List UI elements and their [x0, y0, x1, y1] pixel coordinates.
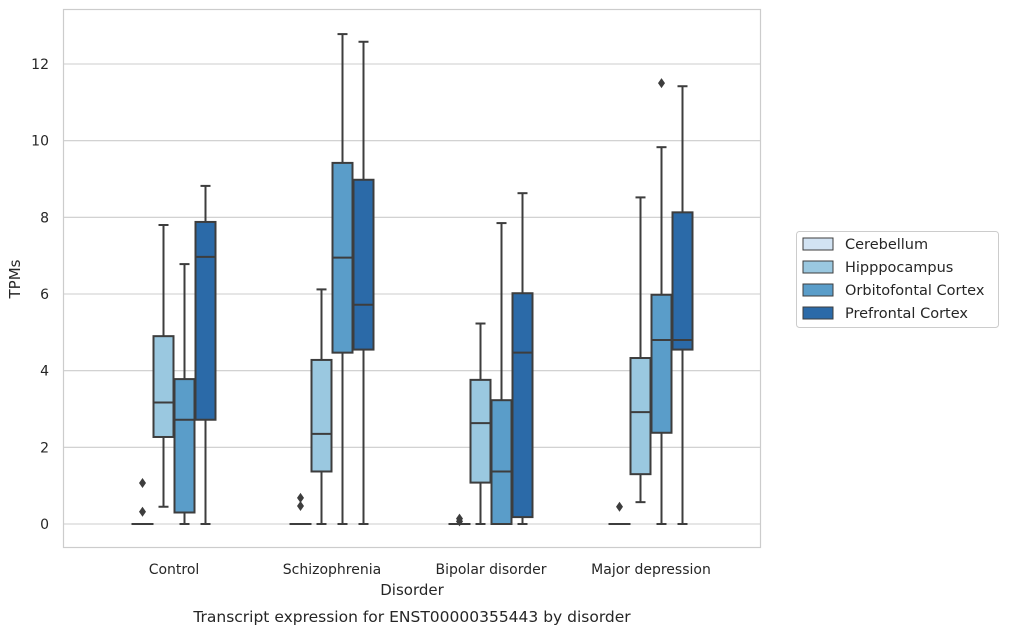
y-tick-label: 6: [40, 287, 49, 303]
outlier-point: [297, 500, 304, 511]
box-iqr: [352, 178, 375, 351]
box-iqr: [629, 357, 652, 476]
box-group: [671, 85, 694, 525]
box-group: [152, 224, 175, 508]
box-group: [511, 192, 534, 525]
box-iqr: [511, 292, 534, 519]
box-iqr: [490, 399, 513, 525]
y-tick-label: 2: [40, 440, 49, 456]
outlier-point: [658, 78, 665, 89]
figure-caption: Transcript expression for ENST0000035544…: [192, 608, 631, 626]
box-iqr: [650, 293, 673, 434]
y-tick-label: 10: [31, 134, 49, 150]
x-tick-label: Bipolar disorder: [435, 562, 546, 578]
x-tick-label: Major depression: [591, 562, 711, 578]
box-iqr: [194, 220, 217, 421]
box-group: [194, 184, 217, 525]
box-group: [448, 513, 471, 527]
y-axis-title: TPMs: [6, 259, 24, 299]
legend-swatch: [802, 237, 834, 251]
box-group: [173, 263, 196, 525]
box-group: [289, 492, 312, 526]
boxes-layer: [131, 33, 694, 527]
y-tick-label: 12: [31, 57, 49, 73]
box-iqr: [469, 378, 492, 484]
legend: Cerebellum Hipppocampus Orbitofontal Corte…: [796, 231, 999, 328]
box-group: [490, 222, 513, 525]
box-iqr: [173, 378, 196, 514]
box-iqr: [671, 211, 694, 351]
x-tick-label: Schizophrenia: [283, 562, 381, 578]
box-group: [331, 33, 354, 525]
y-tick-label: 8: [40, 210, 49, 226]
legend-swatch: [802, 260, 834, 274]
y-tick-label: 4: [40, 364, 49, 380]
box-group: [608, 501, 631, 526]
y-tick-label: 0: [40, 517, 49, 533]
x-tick-label: Control: [149, 562, 200, 578]
legend-label: Hipppocampus: [845, 260, 953, 276]
box-group: [629, 196, 652, 504]
y-tick-labels: 0 2 4 6 8 10 12: [31, 57, 49, 533]
box-iqr: [152, 335, 175, 438]
legend-label: Orbitofontal Cortex: [845, 283, 985, 299]
legend-frame: [796, 231, 999, 328]
outlier-point: [139, 506, 146, 517]
x-tick-labels: Control Schizophrenia Bipolar disorder Majo…: [149, 562, 711, 578]
box-group: [650, 78, 673, 525]
box-group: [352, 40, 375, 525]
box-group: [469, 322, 492, 525]
x-axis-title: Disorder: [380, 581, 444, 599]
box-iqr: [310, 358, 333, 473]
legend-label: Cerebellum: [845, 237, 928, 253]
legend-swatch: [802, 283, 834, 297]
outlier-point: [297, 492, 304, 503]
outlier-point: [139, 477, 146, 488]
legend-label: Prefrontal Cortex: [845, 306, 968, 322]
outlier-point: [616, 501, 623, 512]
box-group: [131, 477, 154, 526]
outlier-point: [456, 513, 463, 524]
box-group: [310, 288, 333, 525]
plot-frame: [62, 8, 762, 549]
legend-swatch: [802, 306, 834, 320]
